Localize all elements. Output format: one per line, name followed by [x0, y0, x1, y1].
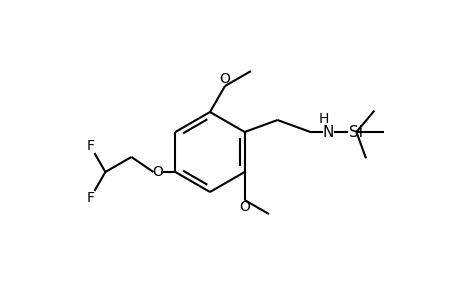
Text: O: O — [151, 165, 162, 179]
Text: F: F — [86, 191, 94, 205]
Text: N: N — [322, 124, 333, 140]
Text: O: O — [219, 72, 230, 86]
Text: H: H — [318, 112, 328, 126]
Text: O: O — [239, 200, 250, 214]
Text: F: F — [86, 139, 94, 153]
Text: Si: Si — [349, 124, 363, 140]
